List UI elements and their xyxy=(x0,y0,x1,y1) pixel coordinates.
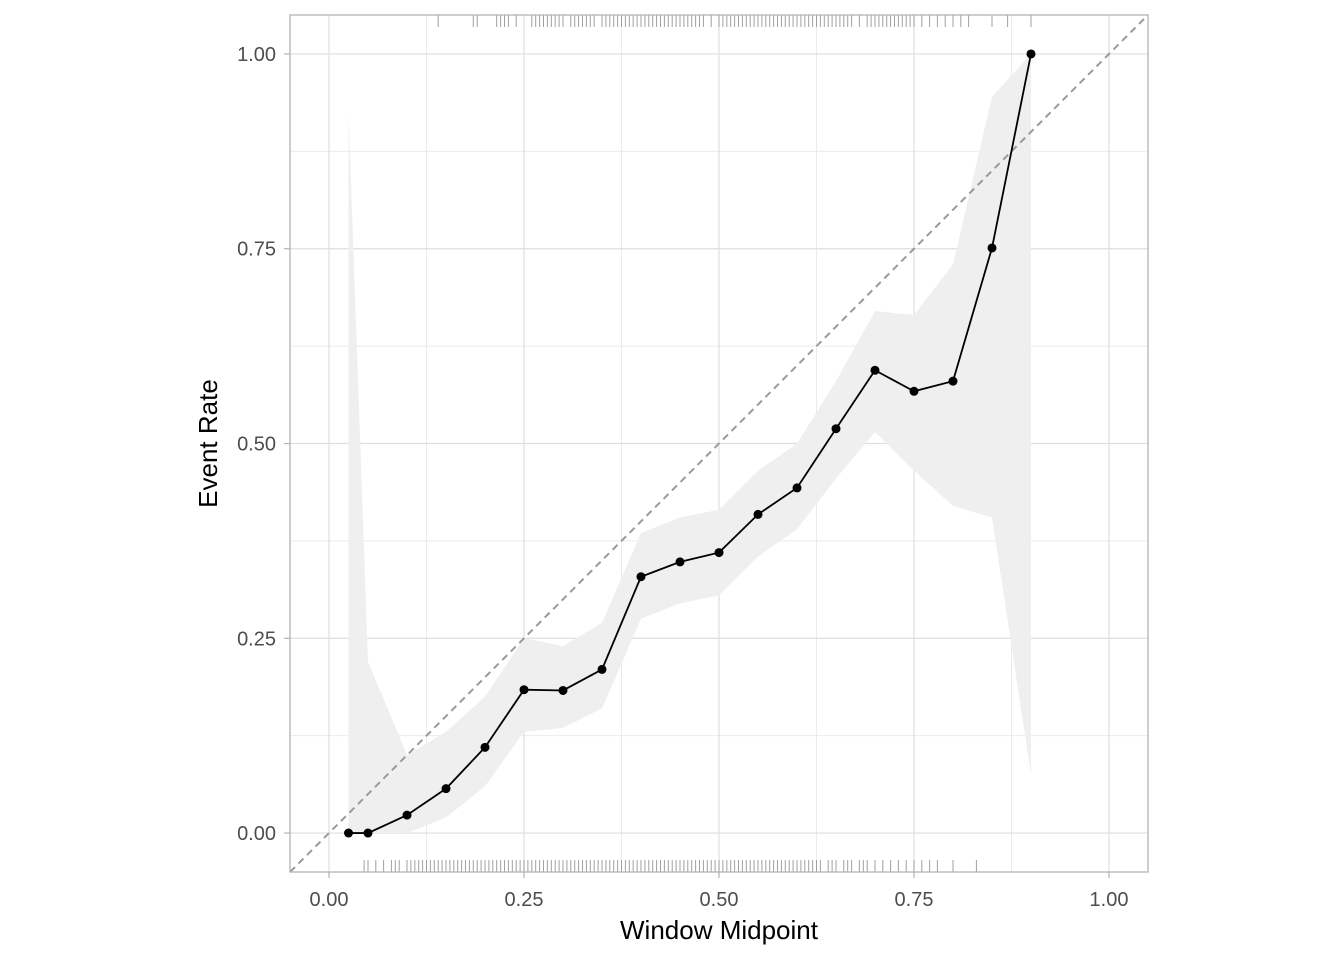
x-tick-label: 0.75 xyxy=(895,889,934,911)
data-point xyxy=(598,665,607,674)
data-point xyxy=(949,377,958,386)
x-tick-label: 0.50 xyxy=(700,889,739,911)
rug-top xyxy=(438,15,1031,27)
x-axis-title: Window Midpoint xyxy=(620,915,819,945)
data-point xyxy=(559,686,568,695)
data-point xyxy=(481,743,490,752)
data-point xyxy=(1027,49,1036,58)
y-axis-ticks: 0.00 0.25 0.50 0.75 1.00 xyxy=(237,44,290,845)
data-point xyxy=(442,784,451,793)
y-tick-label: 0.50 xyxy=(237,434,276,456)
x-tick-label: 1.00 xyxy=(1090,889,1129,911)
data-point xyxy=(364,829,373,838)
data-point xyxy=(832,424,841,433)
data-point xyxy=(910,387,919,396)
data-point xyxy=(871,366,880,375)
x-tick-label: 0.25 xyxy=(505,889,544,911)
data-point xyxy=(520,685,529,694)
data-point xyxy=(754,510,763,519)
data-point xyxy=(715,548,724,557)
y-tick-label: 1.00 xyxy=(237,44,276,66)
rug-bottom xyxy=(364,860,976,872)
data-point xyxy=(988,243,997,252)
y-tick-label: 0.75 xyxy=(237,239,276,261)
x-tick-label: 0.00 xyxy=(310,889,349,911)
data-point xyxy=(676,557,685,566)
y-tick-label: 0.00 xyxy=(237,823,276,845)
data-point xyxy=(793,483,802,492)
data-point xyxy=(344,829,353,838)
y-tick-label: 0.25 xyxy=(237,628,276,650)
x-axis-ticks: 0.00 0.25 0.50 0.75 1.00 xyxy=(310,872,1129,911)
data-point xyxy=(403,811,412,820)
data-point xyxy=(637,572,646,581)
y-axis-title: Event Rate xyxy=(193,379,223,508)
